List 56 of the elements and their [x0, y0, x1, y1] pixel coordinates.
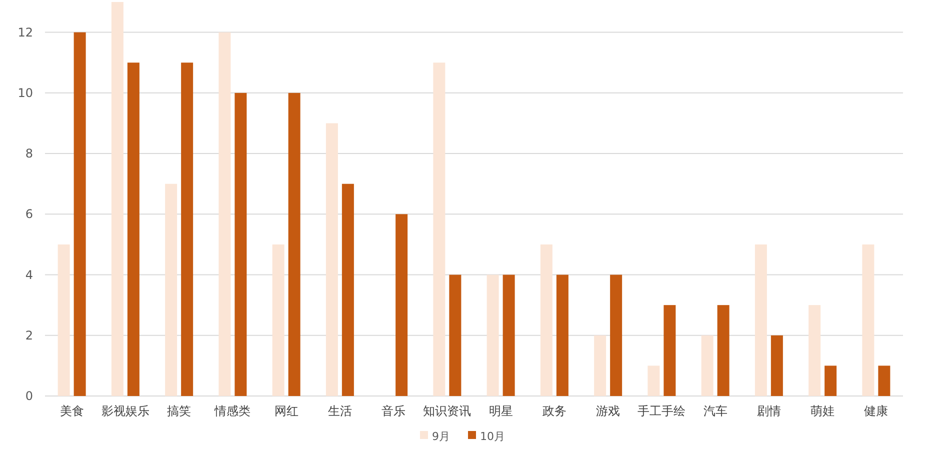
y-tick-label: 2	[25, 328, 33, 342]
bar	[701, 335, 714, 396]
bar	[754, 244, 767, 396]
bar	[272, 244, 284, 396]
legend-label: 10月	[480, 430, 505, 443]
bar	[58, 244, 70, 396]
bar	[878, 366, 890, 396]
x-tick-label: 汽车	[703, 404, 728, 418]
bar	[396, 214, 408, 396]
bar	[770, 335, 783, 396]
x-tick-label: 剧情	[756, 404, 781, 418]
bar	[486, 274, 499, 396]
x-tick-label: 情感类	[214, 404, 251, 418]
bar	[648, 366, 660, 396]
bar	[342, 184, 354, 396]
x-tick-label: 政务	[542, 404, 566, 418]
x-tick-label: 音乐	[382, 404, 406, 418]
x-tick-label: 影视娱乐	[101, 404, 150, 418]
bar	[288, 92, 300, 396]
bar	[127, 62, 140, 396]
bar	[218, 32, 231, 396]
bar	[717, 305, 730, 396]
x-tick-label: 明星	[488, 404, 513, 418]
bar	[610, 274, 622, 396]
bar	[540, 244, 552, 396]
x-tick-label: 搞笑	[167, 404, 192, 418]
y-tick-label: 8	[25, 146, 33, 161]
x-tick-label: 手工手绘	[638, 404, 686, 418]
y-tick-label: 6	[25, 207, 33, 222]
x-tick-label: 健康	[864, 404, 888, 418]
bar	[824, 366, 837, 396]
bar	[326, 123, 338, 396]
y-tick-label: 0	[25, 389, 33, 403]
x-tick-label: 知识资讯	[423, 404, 472, 418]
bar	[502, 274, 515, 396]
bar	[74, 32, 86, 396]
x-tick-label: 美食	[60, 404, 84, 418]
y-tick-label: 12	[18, 25, 33, 40]
bar	[449, 274, 462, 396]
bar	[808, 305, 821, 396]
bar	[664, 305, 676, 396]
bar	[594, 335, 606, 396]
legend-label: 9月	[432, 430, 450, 443]
bar	[165, 184, 178, 396]
x-tick-label: 网红	[274, 404, 298, 418]
x-tick-label: 游戏	[596, 404, 620, 418]
x-tick-label: 萌娃	[810, 404, 835, 418]
bar	[862, 244, 874, 396]
bar	[433, 62, 446, 396]
y-tick-label: 10	[18, 86, 33, 100]
bar	[556, 274, 568, 396]
bar	[111, 2, 124, 396]
bar	[181, 62, 194, 396]
y-tick-label: 4	[25, 268, 33, 282]
bar	[234, 92, 247, 396]
x-tick-label: 生活	[328, 404, 352, 418]
